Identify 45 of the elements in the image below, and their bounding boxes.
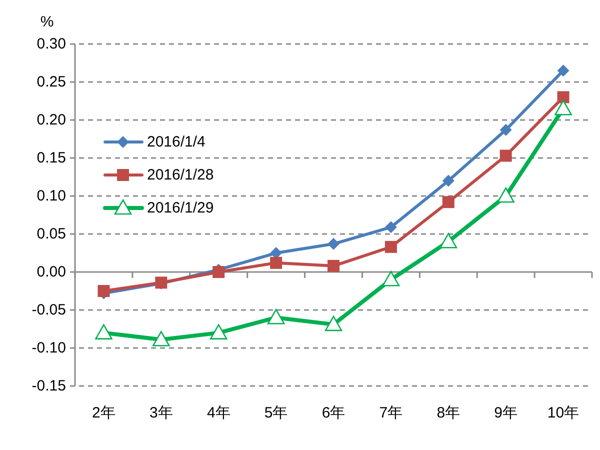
point — [270, 256, 282, 269]
point — [384, 221, 397, 234]
x-tick-label: 9年 — [494, 404, 518, 422]
point — [267, 308, 285, 324]
y-tick-label: 0.25 — [36, 74, 66, 90]
y-tick-label: 0.30 — [36, 36, 66, 52]
x-tick-label: 8年 — [436, 404, 460, 422]
y-tick-label: -0.10 — [32, 340, 66, 356]
legend-label: 2016/1/28 — [147, 166, 214, 184]
point — [442, 196, 454, 208]
x-tick-label: 2年 — [92, 404, 116, 422]
x-tick-label: 7年 — [379, 404, 403, 422]
y-tick-label: 0.20 — [36, 112, 66, 128]
y-tick-label: 0.10 — [36, 188, 66, 204]
x-tick-label: 6年 — [322, 404, 346, 422]
point — [557, 91, 570, 104]
point — [328, 260, 340, 272]
legend-label: 2016/1/4 — [147, 134, 206, 150]
x-tick-label: 3年 — [149, 404, 173, 422]
x-tick-label: 10年 — [547, 404, 580, 422]
point — [557, 64, 570, 77]
point — [384, 240, 397, 253]
point — [152, 330, 170, 346]
legend-label: 2016/1/29 — [147, 200, 214, 216]
y-tick-label: -0.05 — [32, 302, 66, 318]
point — [440, 232, 458, 248]
point — [554, 100, 572, 116]
point — [324, 316, 342, 332]
y-axis-title: % — [40, 14, 54, 30]
point — [500, 124, 512, 136]
y-tick-label: 0.00 — [36, 264, 66, 280]
point — [98, 285, 110, 297]
y-tick-label: -0.15 — [32, 378, 66, 394]
point — [382, 270, 400, 286]
point — [328, 238, 340, 250]
point — [497, 187, 514, 203]
point — [210, 324, 228, 340]
point — [95, 324, 112, 340]
point — [442, 174, 454, 187]
x-tick-label: 4年 — [206, 404, 230, 422]
y-tick-label: 0.05 — [36, 226, 66, 242]
point — [212, 266, 225, 278]
point — [500, 150, 512, 162]
y-tick-label: 0.15 — [36, 150, 66, 166]
x-tick-label: 5年 — [264, 404, 288, 422]
